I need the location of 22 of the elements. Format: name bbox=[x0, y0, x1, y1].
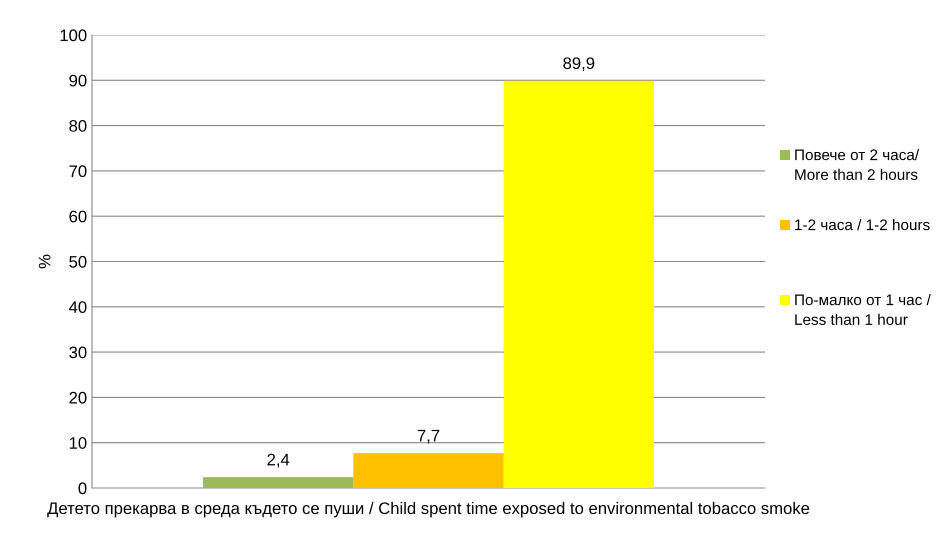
y-tick-label: 90 bbox=[69, 74, 86, 87]
y-tick-label: 80 bbox=[69, 120, 86, 132]
legend-label: По-малко от 1 час / Less than 1 hour bbox=[795, 294, 931, 325]
y-tick-label: 20 bbox=[69, 392, 86, 404]
y-tick-label: 60 bbox=[69, 210, 86, 222]
y-tick-label: 50 bbox=[69, 256, 86, 268]
y-tick-label: 40 bbox=[68, 301, 86, 314]
y-tick-label: 30 bbox=[69, 346, 86, 358]
bar bbox=[203, 477, 354, 488]
x-tick-label: Детето прекарва в среда където се пуши / Child spent time exposed to environmental tobacco smoke bbox=[47, 502, 810, 518]
y-tick-label: 0 bbox=[78, 482, 86, 494]
y-tick-label: 100 bbox=[60, 29, 86, 42]
data-label: 2,4 bbox=[267, 454, 290, 468]
legend-label: 1-2 часа / 1-2 hours bbox=[795, 219, 930, 230]
y-axis-title: % bbox=[38, 254, 50, 268]
y-tick-label: 70 bbox=[69, 165, 86, 178]
bar bbox=[504, 80, 654, 488]
data-label: 7,7 bbox=[418, 430, 440, 444]
bar bbox=[353, 453, 504, 488]
data-label: 89,9 bbox=[563, 57, 594, 72]
y-tick-label: 10 bbox=[70, 437, 86, 449]
legend-label: Повече от 2 часа/ More than 2 hours bbox=[795, 149, 920, 180]
